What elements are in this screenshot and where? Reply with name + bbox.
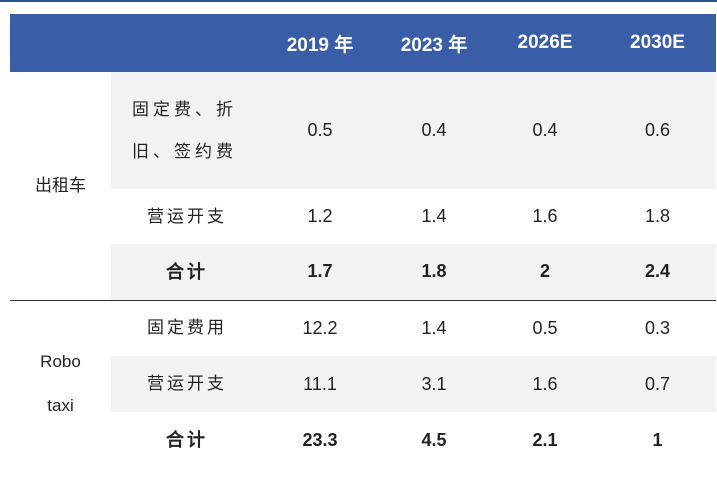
row-label-total: 合计 xyxy=(166,430,208,450)
header-col-2019: 2019 年 xyxy=(263,14,377,72)
row-label: 固定费、折旧、签约费 xyxy=(111,72,263,189)
cell-value: 1.6 xyxy=(491,356,599,412)
cell-value: 0.4 xyxy=(377,72,491,189)
table-row: 营运开支 11.1 3.1 1.6 0.7 xyxy=(10,356,716,412)
table-row: 出租车 固定费、折旧、签约费 0.5 0.4 0.4 0.6 xyxy=(10,72,716,195)
cell-value: 1.4 xyxy=(377,299,491,356)
header-row: 2019 年 2023 年 2026E 2030E xyxy=(10,14,716,72)
cell-value: 12.2 xyxy=(263,299,377,356)
cell-total: 23.3 xyxy=(302,429,338,450)
cell-value: 11.1 xyxy=(263,356,377,412)
group-label-line: taxi xyxy=(47,396,74,416)
table-row: 合计 1.7 1.8 2 2.4 xyxy=(10,244,716,300)
group-label-line: Robo xyxy=(40,352,81,372)
header-blank xyxy=(10,14,263,72)
table-row: 合计 23.3 4.5 2.1 1 xyxy=(10,412,716,468)
group-label-robotaxi: Robo taxi xyxy=(10,299,111,468)
cell-value: 1.8 xyxy=(644,206,671,226)
row-label-text: 固定费、折旧、签约费 xyxy=(132,99,237,161)
cell-value: 0.6 xyxy=(599,72,716,189)
cost-table: 2019 年 2023 年 2026E 2030E 出租车 固定费、折旧、签约费… xyxy=(10,14,716,468)
header-col-2030e: 2030E xyxy=(599,14,716,72)
header-col-2026e: 2026E xyxy=(491,14,599,72)
table-row: 营运开支 1.2 1.4 1.6 1.8 xyxy=(10,189,716,244)
cell-value: 0.4 xyxy=(491,72,599,189)
group-label-taxi: 出租车 xyxy=(35,175,86,195)
cell-total: 2.1 xyxy=(532,429,558,450)
cell-value: 0.3 xyxy=(599,299,716,356)
header-col-2023: 2023 年 xyxy=(377,14,491,72)
cell-total: 2 xyxy=(491,244,599,300)
table-row: Robo taxi 固定费用 12.2 1.4 0.5 0.3 xyxy=(10,299,716,468)
cell-value: 1.4 xyxy=(421,206,447,226)
cell-total: 1.8 xyxy=(377,244,491,300)
row-label: 固定费用 xyxy=(111,299,263,356)
cell-value: 0.5 xyxy=(491,299,599,356)
cell-value: 3.1 xyxy=(377,356,491,412)
top-rule xyxy=(0,0,717,2)
cell-value: 0.5 xyxy=(263,72,377,189)
cell-total: 1.7 xyxy=(263,244,377,300)
cell-value: 1.2 xyxy=(307,206,333,226)
cell-total: 2.4 xyxy=(599,244,716,300)
cell-total: 1 xyxy=(652,429,663,450)
row-label-total: 合计 xyxy=(111,244,263,300)
cell-value: 0.7 xyxy=(599,356,716,412)
cell-value: 1.6 xyxy=(532,206,558,226)
cell-total: 4.5 xyxy=(421,429,447,450)
row-label: 营运开支 xyxy=(111,356,263,412)
row-label: 营运开支 xyxy=(147,206,227,226)
